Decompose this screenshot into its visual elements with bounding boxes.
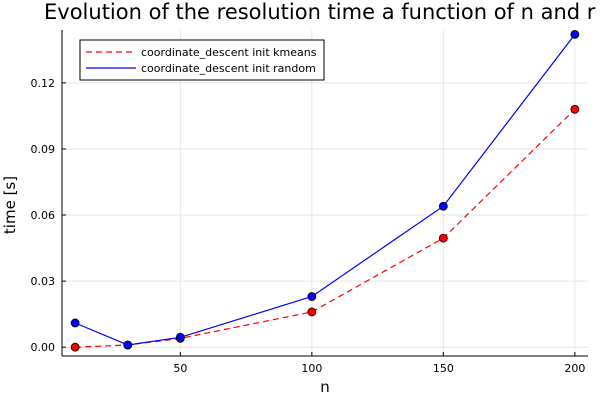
data-point-1-4 (438, 201, 448, 211)
y-tick-label: 0.00 (31, 341, 56, 354)
data-point-1-1 (123, 340, 133, 350)
legend: coordinate_descent init kmeans coordinate… (79, 39, 325, 81)
series-line-0 (75, 108, 576, 348)
y-axis-label: time [s] (1, 176, 19, 234)
data-point-0-3 (307, 307, 317, 317)
y-tick-label: 0.12 (31, 77, 56, 90)
legend-box (79, 39, 325, 81)
legend-label-1: coordinate_descent init random (141, 62, 316, 75)
x-tick-label: 100 (301, 362, 322, 375)
data-point-1-3 (307, 292, 317, 301)
x-axis-label: n (320, 378, 330, 396)
data-point-0-5 (570, 104, 580, 114)
data-point-0-4 (438, 233, 448, 243)
data-point-0-0 (70, 342, 80, 352)
data-point-1-5 (570, 30, 580, 39)
legend-label-0: coordinate_descent init kmeans (141, 46, 317, 59)
x-tick-label: 150 (433, 362, 454, 375)
axes (61, 30, 588, 357)
y-tick-label: 0.06 (31, 209, 56, 222)
y-tick-label: 0.09 (31, 143, 56, 156)
series-line-1 (74, 34, 576, 346)
grid (62, 30, 588, 356)
data-point-1-2 (175, 332, 185, 342)
tick-labels: 50 100 150 200 0.00 0.03 0.06 0.09 0.12 (31, 77, 586, 375)
series (70, 30, 580, 352)
x-tick-label: 200 (564, 362, 585, 375)
data-point-1-0 (70, 318, 80, 328)
x-tick-label: 50 (173, 362, 187, 375)
chart-title: Evolution of the resolution time a funct… (44, 0, 596, 24)
y-tick-label: 0.03 (31, 275, 56, 288)
